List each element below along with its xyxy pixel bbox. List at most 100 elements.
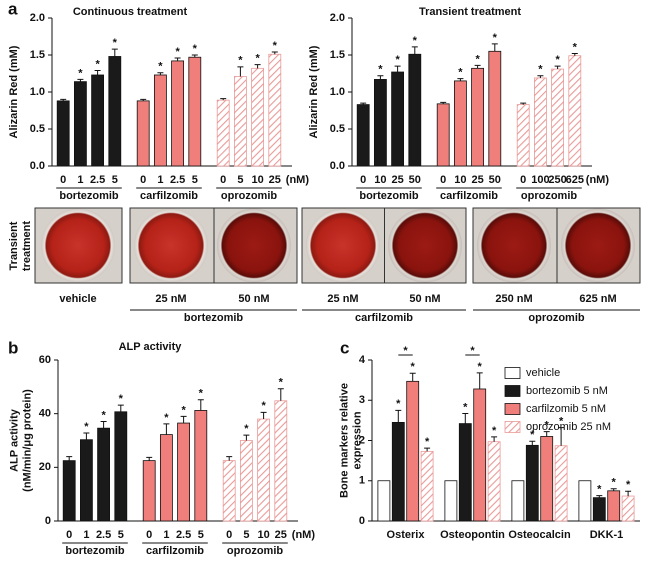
error-bar bbox=[197, 399, 204, 411]
significance-star: * bbox=[463, 401, 468, 413]
significance-star: * bbox=[101, 409, 106, 421]
x-tick-label: 0 bbox=[66, 529, 72, 541]
bar bbox=[108, 56, 122, 167]
well-photo bbox=[306, 208, 380, 283]
x-tick-label: 5 bbox=[198, 529, 204, 541]
bar bbox=[525, 444, 539, 522]
bar bbox=[436, 103, 450, 167]
y-tick-label: 1.5 bbox=[30, 49, 45, 61]
bar bbox=[97, 427, 110, 522]
significance-star: * bbox=[158, 61, 163, 73]
x-tick-label: 0 bbox=[520, 174, 526, 186]
y-axis-label: ALP activity bbox=[8, 408, 20, 472]
bar bbox=[516, 104, 530, 167]
bar bbox=[592, 497, 606, 522]
bar bbox=[408, 53, 422, 167]
well-photo bbox=[477, 208, 551, 283]
error-bar bbox=[111, 48, 118, 57]
legend-swatch bbox=[504, 385, 521, 397]
bar bbox=[356, 104, 370, 167]
x-tick-label: 50 bbox=[409, 174, 421, 186]
significance-star: * bbox=[279, 377, 284, 389]
significance-star: * bbox=[555, 54, 560, 66]
significance-star: * bbox=[255, 53, 260, 65]
bar bbox=[177, 422, 191, 522]
legend-label: vehicle bbox=[526, 367, 560, 379]
bar bbox=[534, 77, 547, 167]
error-bar bbox=[83, 432, 90, 440]
x-tick-label: 25 bbox=[275, 529, 287, 541]
significance-star: * bbox=[164, 412, 169, 424]
bar bbox=[377, 480, 391, 522]
y-tick-label: 4 bbox=[359, 354, 366, 366]
y-axis-label: expression bbox=[351, 411, 363, 469]
x-tick-label: 625 bbox=[566, 174, 584, 186]
bar bbox=[607, 490, 621, 522]
y-tick-label: 60 bbox=[39, 354, 51, 366]
error-bar bbox=[254, 64, 261, 69]
bar bbox=[233, 76, 247, 167]
bar bbox=[488, 50, 502, 167]
significance-star: * bbox=[273, 40, 278, 52]
legend-label: carfilzomib 5 nM bbox=[526, 403, 606, 415]
well-label: vehicle bbox=[59, 293, 96, 305]
bar bbox=[268, 53, 282, 167]
well-label: 25 nM bbox=[155, 293, 186, 305]
significance-star: * bbox=[395, 54, 400, 66]
significance-star: * bbox=[475, 53, 480, 65]
chart-title: Transient treatment bbox=[419, 6, 521, 18]
bar bbox=[568, 55, 582, 167]
error-bar bbox=[163, 423, 170, 435]
significance-star: * bbox=[492, 425, 497, 437]
group-label: carfilzomib bbox=[355, 312, 413, 324]
group-label: bortezomib bbox=[59, 190, 119, 202]
group-label: oprozomib bbox=[227, 545, 283, 557]
error-bar bbox=[394, 65, 401, 73]
bar bbox=[56, 100, 70, 167]
significance-star: * bbox=[261, 400, 266, 412]
error-bar bbox=[554, 65, 561, 70]
significance-star: * bbox=[95, 58, 100, 70]
y-tick-label: 40 bbox=[39, 408, 51, 420]
error-bar bbox=[360, 102, 367, 105]
significance-star: * bbox=[458, 67, 463, 79]
error-bar bbox=[476, 372, 483, 389]
x-tick-label: 10 bbox=[251, 174, 263, 186]
significance-star: * bbox=[175, 46, 180, 58]
error-bar bbox=[260, 411, 267, 420]
x-tick-label: 0 bbox=[140, 174, 146, 186]
x-unit: (nM) bbox=[586, 174, 610, 186]
x-tick-label: 1 bbox=[83, 529, 89, 541]
error-bar bbox=[520, 102, 527, 105]
bar bbox=[91, 74, 104, 167]
x-tick-label: 5 bbox=[112, 174, 118, 186]
significance-star: * bbox=[530, 429, 535, 441]
y-tick-label: 1.5 bbox=[330, 49, 345, 61]
bar bbox=[391, 421, 405, 522]
significance-star: * bbox=[559, 416, 564, 428]
error-bar bbox=[596, 495, 603, 498]
y-tick-label: 0.0 bbox=[330, 160, 345, 172]
x-unit: (nM) bbox=[292, 529, 316, 541]
significance-star: * bbox=[538, 64, 543, 76]
error-bar bbox=[277, 388, 284, 401]
significance-star: * bbox=[78, 67, 83, 79]
x-tick-label: 10 bbox=[374, 174, 386, 186]
significance-star: * bbox=[244, 423, 249, 435]
x-tick-label: 50 bbox=[489, 174, 501, 186]
significance-star: * bbox=[193, 43, 198, 55]
panel-letter: c bbox=[340, 338, 349, 357]
group-label: carfilzomib bbox=[140, 190, 198, 202]
error-bar bbox=[462, 413, 469, 424]
y-axis-label: Bone markers relative bbox=[338, 383, 350, 498]
bar bbox=[511, 480, 525, 522]
x-tick-label: 25 bbox=[391, 174, 403, 186]
y-tick-label: 0.5 bbox=[30, 123, 45, 135]
error-bar bbox=[491, 43, 498, 52]
group-label: oprozomib bbox=[528, 312, 584, 324]
significance-star: * bbox=[425, 436, 430, 448]
x-tick-label: 2.5 bbox=[96, 529, 111, 541]
error-bar bbox=[157, 72, 164, 75]
error-bar bbox=[537, 75, 544, 78]
bar bbox=[391, 71, 405, 167]
